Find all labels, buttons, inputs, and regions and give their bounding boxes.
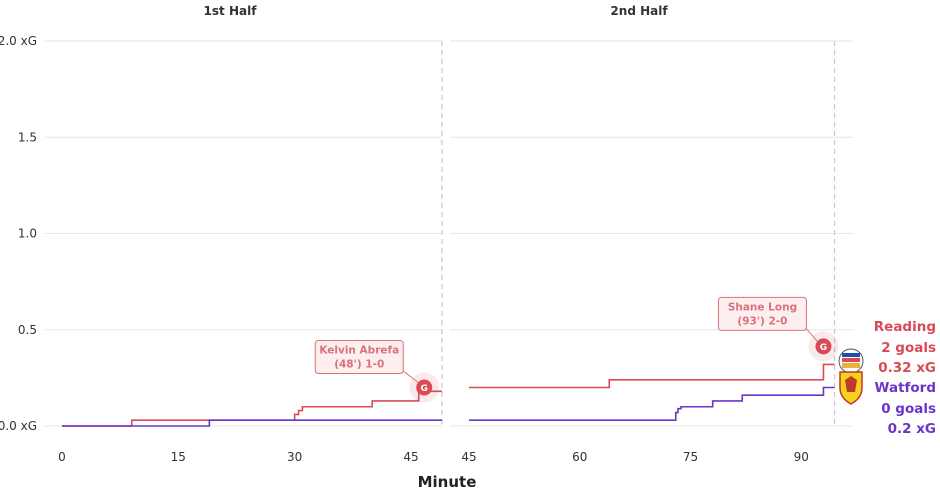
annotation-score: (93') 2-0 <box>737 315 787 327</box>
watford-crest-emblem <box>845 376 857 392</box>
y-tick-label: 2.0 xG <box>0 34 37 48</box>
grid-layer <box>45 40 853 427</box>
x-tick-label: 45 <box>461 450 476 464</box>
x-axis-label: Minute <box>418 473 477 491</box>
legend-away-xg: 0.2 xG <box>888 421 936 437</box>
annotation-box <box>314 340 404 374</box>
y-axis: 0.0 xG 0.5 1.0 1.5 2.0 xG <box>0 34 37 433</box>
annotation-scorer: Shane Long <box>728 301 797 313</box>
annotations: G Kelvin Abrefa (48') 1-0 G Shane Long (93') … <box>314 296 839 403</box>
annotation-score: (48') 1-0 <box>334 359 384 371</box>
series-line-away <box>62 419 442 427</box>
legend-home-xg: 0.32 xG <box>878 360 936 376</box>
reading-crest-stripe <box>842 353 860 357</box>
x-tick-label: 75 <box>683 450 698 464</box>
y-tick-label: 1.0 <box>18 227 37 241</box>
goal-marker <box>815 338 832 355</box>
legend-home-name: Reading <box>874 319 936 335</box>
panel-title: 1st Half <box>204 4 258 18</box>
y-tick-label: 1.5 <box>18 130 37 144</box>
legend-home-goals: 2 goals <box>881 340 936 356</box>
series-line-home <box>469 363 835 389</box>
watford-crest-icon <box>839 371 863 405</box>
panel-title: 2nd Half <box>610 4 668 18</box>
x-tick-label: 90 <box>794 450 809 464</box>
goal-marker-label: G <box>421 384 428 394</box>
legend-away-name: Watford <box>875 380 936 396</box>
x-tick-label: 45 <box>403 450 418 464</box>
series-line-home <box>62 390 442 427</box>
reading-crest-icon <box>838 348 864 374</box>
x-tick-label: 60 <box>572 450 587 464</box>
x-tick-label: 0 <box>58 450 66 464</box>
x-tick-label: 30 <box>287 450 302 464</box>
series-layer <box>62 363 835 427</box>
annotation-box <box>717 296 807 331</box>
annotation-leader <box>400 369 419 383</box>
y-tick-label: 0.0 xG <box>0 419 37 433</box>
panel-titles: 1st Half 2nd Half <box>204 4 669 18</box>
y-tick-label: 0.5 <box>18 323 37 337</box>
goal-marker <box>416 379 433 396</box>
x-tick-label: 15 <box>171 450 186 464</box>
reading-crest-stripe <box>842 358 860 362</box>
legend-away-goals: 0 goals <box>881 401 936 417</box>
reading-crest-stripe <box>842 363 860 368</box>
series-line-away <box>469 386 835 422</box>
x-axis: 0 15 30 45 45 60 75 90 <box>58 450 809 464</box>
legend: Reading 2 goals 0.32 xG Watford 0 goals 0.2 x… <box>838 319 936 437</box>
goal-marker-label: G <box>820 343 827 353</box>
annotation-scorer: Kelvin Abrefa <box>319 345 399 357</box>
